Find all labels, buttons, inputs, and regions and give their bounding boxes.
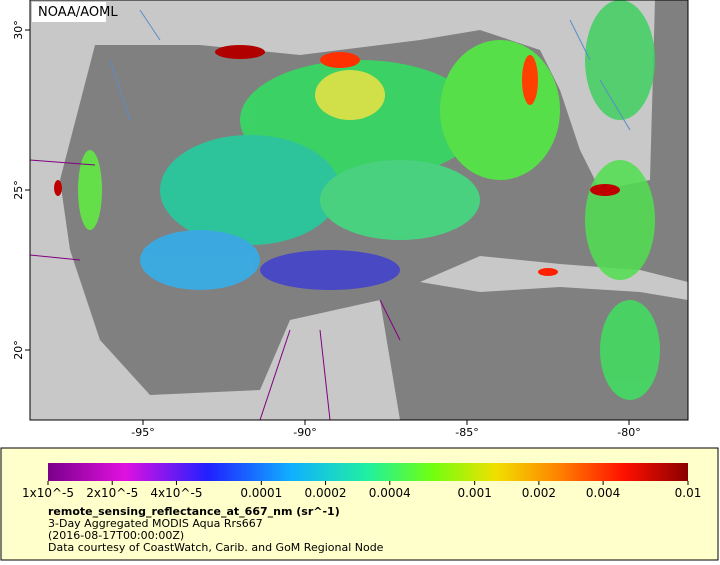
credit-badge: NOAA/AOML	[38, 5, 118, 20]
colorbar-tick-label: 0.004	[586, 486, 620, 500]
variable-name: remote_sensing_reflectance_at_667_nm (sr…	[48, 505, 340, 518]
y-tick-label: 25°	[12, 180, 25, 200]
x-tick-label: -85°	[455, 426, 478, 439]
colorbar	[48, 463, 688, 481]
axes: -95° -90° -85° -80° 30° 25° 20°	[12, 20, 641, 439]
x-tick-label: -80°	[617, 426, 640, 439]
colorbar-ticks: 1x10^-5 2x10^-5 4x10^-5 0.0001 0.0002 0.0004 0…	[22, 481, 701, 500]
colorbar-tick-label: 0.0002	[305, 486, 347, 500]
time: (2016-08-17T00:00:00Z)	[48, 529, 184, 542]
rivers	[109, 9, 631, 131]
map-frame	[29, 0, 689, 421]
credit-badge-bg	[32, 2, 106, 22]
colorbar-tick-label: 0.001	[457, 486, 491, 500]
colorbar-tick-label: 1x10^-5	[22, 486, 74, 500]
colorbar-tick-label: 0.0004	[369, 486, 411, 500]
colorbar-tick-label: 2x10^-5	[86, 486, 138, 500]
colorbar-tick-label: 0.0001	[240, 486, 282, 500]
description: 3-Day Aggregated MODIS Aqua Rrs667	[48, 517, 263, 530]
y-tick-label: 30°	[12, 20, 25, 40]
coastal-highs	[54, 45, 620, 276]
colorbar-tick-label: 4x10^-5	[150, 486, 202, 500]
reflectance-field	[78, 0, 660, 400]
cuba	[420, 256, 688, 300]
x-tick-label: -90°	[293, 426, 316, 439]
borders	[30, 159, 401, 420]
colorbar-tick-label: 0.01	[675, 486, 702, 500]
colorbar-tick-label: 0.002	[522, 486, 556, 500]
y-tick-label: 20°	[12, 340, 25, 360]
x-tick-label: -95°	[131, 426, 154, 439]
map	[30, 0, 688, 420]
source: Data courtesy of CoastWatch, Carib. and …	[48, 541, 384, 554]
